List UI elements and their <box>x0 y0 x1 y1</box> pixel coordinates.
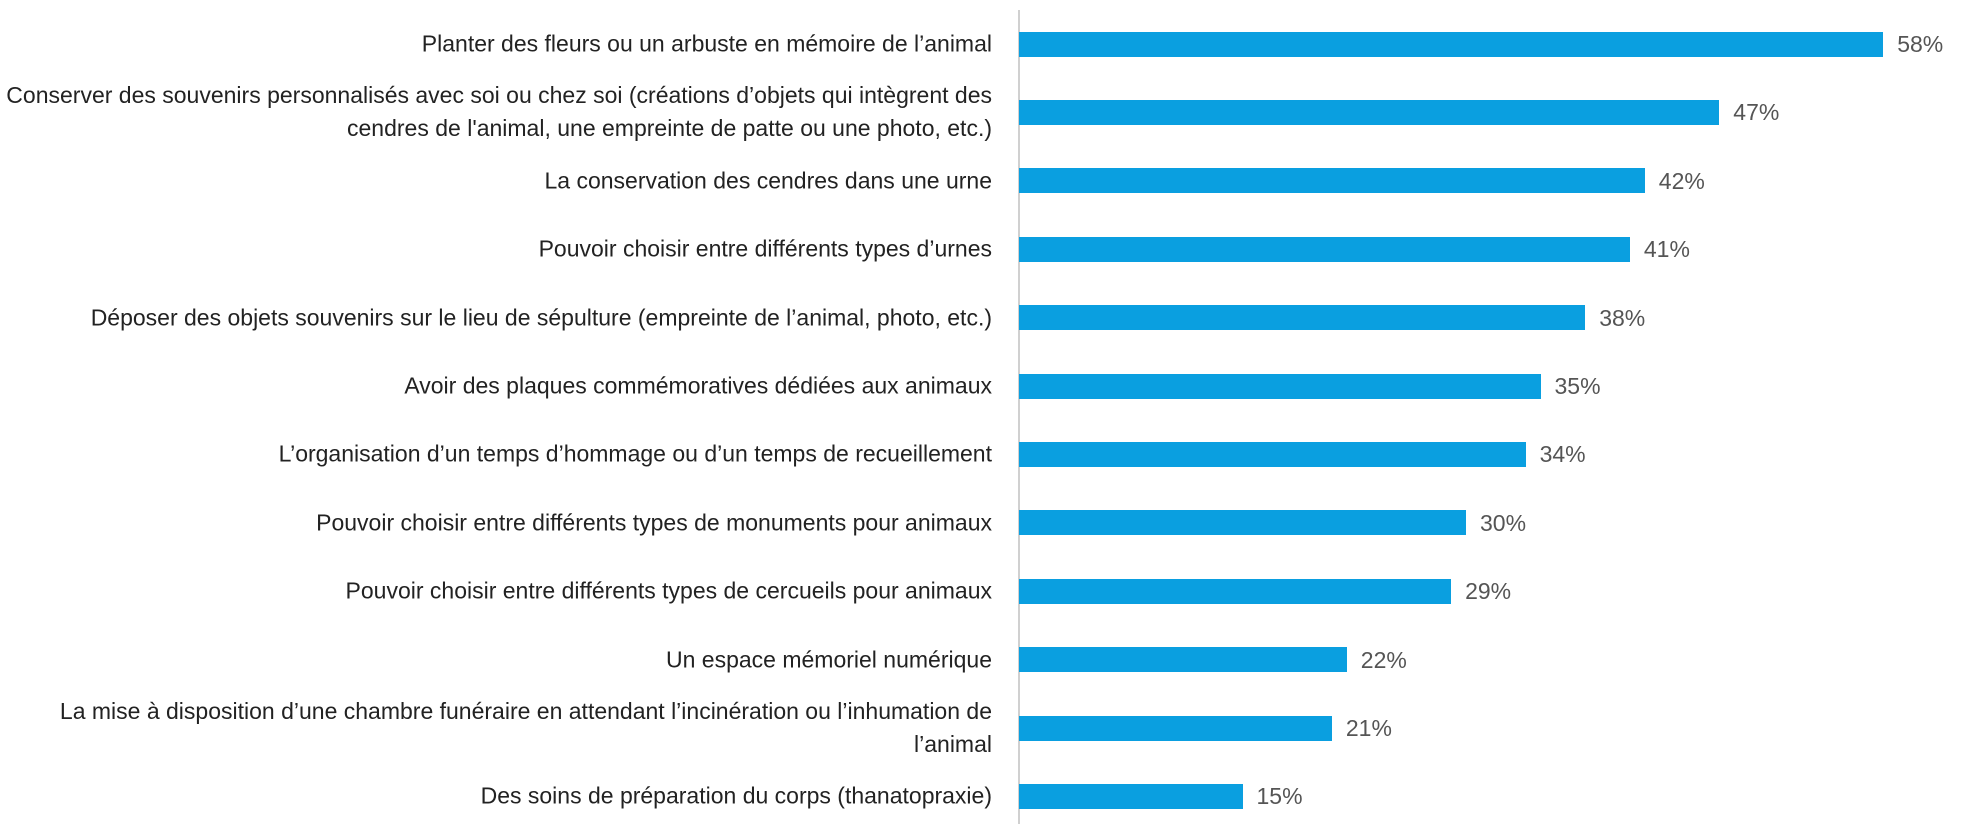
bar <box>1019 99 1720 125</box>
bar <box>1019 578 1452 604</box>
category-label: L’organisation d’un temps d’hommage ou d… <box>278 440 992 467</box>
value-label: 58% <box>1897 31 1944 57</box>
value-label: 29% <box>1465 578 1512 605</box>
category-label: Déposer des objets souvenirs sur le lieu… <box>90 304 992 331</box>
category-label: La mise à disposition d’une chambre funé… <box>59 698 992 757</box>
value-label: 38% <box>1599 304 1646 331</box>
category-label: Planter des fleurs ou un arbuste en mémo… <box>421 30 992 57</box>
category-label: La conservation des cendres dans une urn… <box>544 167 992 194</box>
category-label: Des soins de préparation du corps (thana… <box>480 782 992 809</box>
category-label: Avoir des plaques commémoratives dédiées… <box>404 372 992 399</box>
bar <box>1019 373 1541 399</box>
bar <box>1019 647 1347 673</box>
value-label: 34% <box>1539 441 1586 468</box>
category-label: Conserver des souvenirs personnalisés av… <box>6 82 992 142</box>
value-label: 47% <box>1733 99 1780 126</box>
bar <box>1019 510 1466 536</box>
bar <box>1019 236 1630 262</box>
value-label: 15% <box>1256 783 1303 810</box>
value-label: 30% <box>1480 509 1527 536</box>
bar <box>1019 783 1243 809</box>
value-label: 42% <box>1658 167 1705 194</box>
category-label: Un espace mémoriel numérique <box>666 646 992 673</box>
category-label: Pouvoir choisir entre différents types d… <box>345 577 992 604</box>
bar <box>1019 715 1332 741</box>
value-label: 35% <box>1554 373 1601 399</box>
category-label: Pouvoir choisir entre différents types d… <box>316 509 992 536</box>
bar <box>1019 305 1586 331</box>
value-label: 21% <box>1345 715 1392 741</box>
bar <box>1019 31 1884 57</box>
value-label: 41% <box>1643 236 1690 263</box>
value-label: 22% <box>1360 646 1407 673</box>
bar <box>1019 168 1645 194</box>
axis-line <box>1018 10 1020 824</box>
category-label: Pouvoir choisir entre différents types d… <box>538 235 992 262</box>
bar <box>1019 441 1526 467</box>
